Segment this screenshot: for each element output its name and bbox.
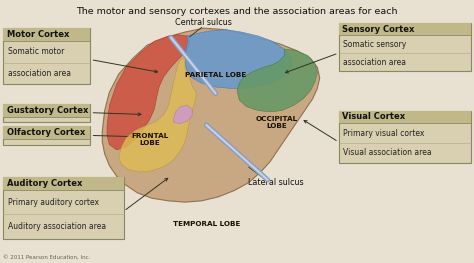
Text: FRONTAL
LOBE: FRONTAL LOBE (131, 133, 168, 146)
FancyBboxPatch shape (3, 126, 91, 145)
Text: Sensory Cortex: Sensory Cortex (342, 25, 415, 34)
Text: © 2011 Pearson Education, Inc.: © 2011 Pearson Education, Inc. (3, 255, 91, 260)
Text: TEMPORAL LOBE: TEMPORAL LOBE (173, 221, 240, 227)
FancyBboxPatch shape (3, 126, 91, 139)
Text: Auditory association area: Auditory association area (8, 222, 106, 231)
Text: Auditory Cortex: Auditory Cortex (7, 179, 82, 188)
Polygon shape (107, 35, 190, 150)
FancyBboxPatch shape (3, 104, 91, 122)
Polygon shape (185, 29, 292, 88)
Polygon shape (237, 49, 318, 112)
Text: Primary auditory cortex: Primary auditory cortex (8, 198, 99, 206)
Text: association area: association area (8, 69, 71, 78)
FancyBboxPatch shape (3, 28, 91, 41)
Polygon shape (119, 58, 197, 172)
Text: Gustatory Cortex: Gustatory Cortex (7, 106, 88, 115)
FancyBboxPatch shape (3, 177, 124, 190)
Text: The motor and sensory cortexes and the association areas for each: The motor and sensory cortexes and the a… (76, 7, 398, 16)
FancyBboxPatch shape (3, 177, 124, 239)
Polygon shape (102, 28, 319, 202)
FancyBboxPatch shape (338, 23, 471, 71)
FancyBboxPatch shape (338, 110, 471, 163)
Text: Somatic sensory: Somatic sensory (343, 40, 407, 49)
FancyBboxPatch shape (338, 110, 471, 123)
Text: Lateral sulcus: Lateral sulcus (248, 178, 303, 187)
Text: PARIETAL LOBE: PARIETAL LOBE (185, 72, 246, 78)
FancyBboxPatch shape (3, 28, 91, 84)
FancyBboxPatch shape (3, 104, 91, 117)
Text: Primary visual cortex: Primary visual cortex (343, 129, 425, 138)
Text: OCCIPITAL
LOBE: OCCIPITAL LOBE (256, 116, 298, 129)
Text: Visual Cortex: Visual Cortex (342, 112, 406, 121)
Text: Motor Cortex: Motor Cortex (7, 30, 69, 39)
Text: Somatic motor: Somatic motor (8, 47, 64, 56)
Text: Central sulcus: Central sulcus (175, 18, 232, 27)
Text: association area: association area (343, 58, 406, 67)
Text: Olfactory Cortex: Olfactory Cortex (7, 128, 85, 137)
Text: Visual association area: Visual association area (343, 148, 432, 158)
Polygon shape (173, 105, 192, 124)
FancyBboxPatch shape (338, 23, 471, 36)
